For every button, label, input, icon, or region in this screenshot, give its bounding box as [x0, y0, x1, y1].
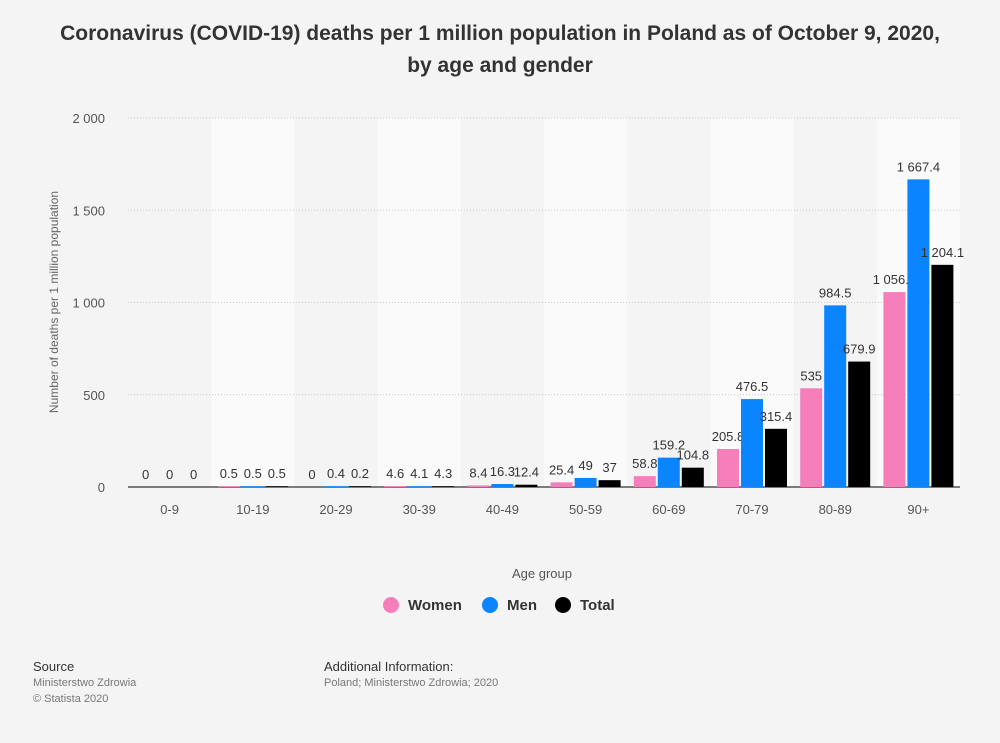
bar-total: [848, 361, 871, 487]
data-label-total: 1 204.1: [921, 245, 964, 260]
data-label-total: 0.2: [351, 466, 369, 481]
bar-women: [717, 449, 739, 487]
legend-label-women: Women: [408, 597, 462, 614]
bar-men: [574, 477, 597, 487]
bar-men: [241, 486, 264, 487]
bar-men: [325, 486, 347, 487]
data-label-men: 4.1: [410, 466, 428, 481]
data-label-men: 159.2: [653, 438, 686, 453]
data-label-total: 4.3: [434, 466, 452, 481]
data-label-total: 315.4: [760, 409, 793, 424]
source-label: Source: [33, 659, 75, 674]
data-label-women: 0: [142, 467, 149, 482]
x-tick-label: 80-89: [819, 502, 852, 517]
source-line-2: © Statista 2020: [33, 693, 109, 705]
data-label-total: 104.8: [677, 448, 710, 463]
bar-men: [657, 457, 680, 487]
bar-men: [907, 179, 930, 488]
data-label-men: 0.5: [244, 466, 262, 481]
category-band: [211, 118, 295, 487]
bar-women: [217, 486, 240, 487]
data-label-total: 37: [602, 460, 616, 475]
x-tick-label: 10-19: [236, 502, 269, 517]
x-axis-title: Age group: [512, 566, 572, 581]
bar-total: [515, 484, 538, 487]
source-line-1: Ministerstwo Zdrowia: [33, 677, 137, 689]
bar-total: [681, 467, 704, 487]
x-tick-label: 50-59: [569, 502, 602, 517]
bar-total: [349, 486, 371, 487]
bar-men: [491, 483, 514, 487]
y-tick-label: 2 000: [72, 111, 105, 126]
legend-marker-total: [555, 597, 571, 613]
additional-info-text: Poland; Ministerstwo Zdrowia; 2020: [324, 677, 499, 689]
legend-label-men: Men: [507, 597, 537, 614]
bar-women: [883, 292, 906, 487]
data-label-women: 205.8: [712, 429, 745, 444]
y-tick-label: 0: [98, 480, 105, 495]
data-label-total: 12.4: [514, 465, 539, 480]
y-tick-label: 1 000: [72, 296, 105, 311]
data-label-men: 1 667.4: [897, 159, 940, 174]
x-tick-label: 70-79: [735, 502, 768, 517]
data-label-men: 49: [578, 458, 592, 473]
legend-marker-women: [383, 597, 399, 613]
data-label-women: 8.4: [469, 465, 487, 480]
y-axis-title: Number of deaths per 1 million populatio…: [47, 191, 61, 413]
data-label-women: 535: [800, 368, 822, 383]
bar-chart: 0 500 1 000 1 500 2 000 0 0 0 0-9 0.5 0.5 0.5 10-19 0…: [47, 111, 964, 614]
x-tick-label: 30-39: [403, 502, 436, 517]
data-label-men: 476.5: [736, 379, 769, 394]
bar-total: [598, 480, 621, 487]
data-label-total: 0.5: [268, 466, 286, 481]
bar-total: [931, 264, 954, 487]
bar-women: [384, 486, 407, 487]
bar-women: [633, 476, 656, 487]
data-label-women: 0.5: [220, 466, 238, 481]
bar-total: [765, 428, 787, 487]
x-tick-label: 20-29: [319, 502, 352, 517]
source-block: Source Ministerstwo Zdrowia © Statista 2…: [33, 658, 136, 707]
data-label-men: 0: [166, 467, 173, 482]
x-tick-label: 0-9: [160, 502, 179, 517]
additional-info-block: Additional Information: Poland; Minister…: [324, 658, 498, 691]
chart-title: Coronavirus (COVID-19) deaths per 1 mill…: [60, 22, 940, 77]
data-label-total: 0: [190, 467, 197, 482]
bar-total: [432, 486, 455, 487]
data-label-men: 16.3: [490, 464, 515, 479]
data-label-women: 1 056.6: [873, 272, 916, 287]
data-label-total: 679.9: [843, 342, 876, 357]
bar-women: [550, 482, 573, 487]
legend-marker-men: [482, 597, 498, 613]
data-label-women: 0: [308, 467, 315, 482]
bar-men: [741, 399, 763, 487]
additional-info-label: Additional Information:: [324, 659, 454, 674]
x-tick-label: 60-69: [652, 502, 685, 517]
data-label-men: 984.5: [819, 285, 852, 300]
bar-men: [824, 305, 847, 487]
data-label-women: 58.8: [632, 456, 657, 471]
data-label-women: 25.4: [549, 462, 574, 477]
y-tick-label: 1 500: [72, 203, 105, 218]
x-tick-label: 90+: [907, 502, 929, 517]
x-tick-label: 40-49: [486, 502, 519, 517]
bar-women: [800, 388, 823, 487]
bar-women: [467, 485, 490, 487]
y-tick-label: 500: [83, 388, 105, 403]
legend-label-total: Total: [580, 597, 615, 614]
bar-total: [265, 486, 288, 487]
data-label-women: 4.6: [386, 466, 404, 481]
bar-men: [408, 486, 431, 487]
data-label-men: 0.4: [327, 466, 345, 481]
